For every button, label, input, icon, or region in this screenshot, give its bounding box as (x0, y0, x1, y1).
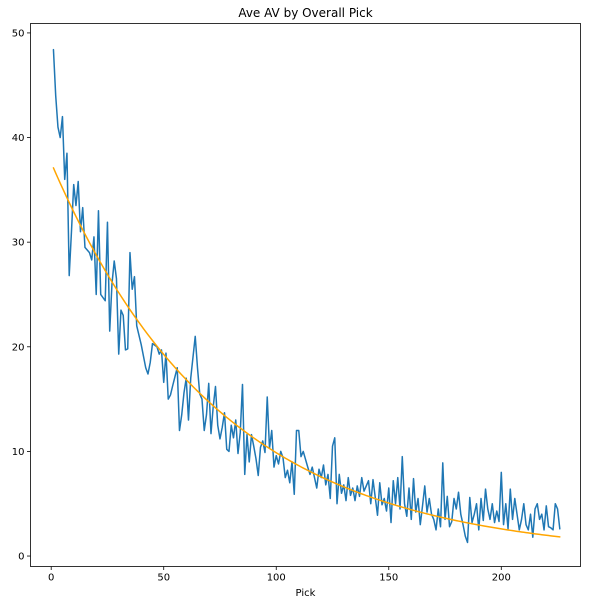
y-tick-label: 40 (12, 133, 25, 144)
x-tick-label: 100 (267, 573, 286, 584)
y-tick-label: 30 (12, 238, 25, 249)
chart-title: Ave AV by Overall Pick (238, 6, 372, 20)
series-line-fit-curve (52, 167, 561, 538)
series-group (52, 48, 561, 544)
y-tick-label: 0 (18, 552, 24, 563)
plot-area: 0 50 100 150 200 0 10 20 30 40 50 (12, 23, 581, 584)
y-tick-label: 10 (12, 447, 25, 458)
x-tick-label: 200 (492, 573, 511, 584)
axes-frame (30, 23, 581, 567)
x-tick-label: 50 (157, 573, 170, 584)
x-axis-label: Pick (296, 588, 316, 599)
series-line-ave-av (52, 48, 561, 544)
x-tick-label: 0 (48, 573, 54, 584)
y-tick-label: 50 (12, 28, 25, 39)
y-tick-label: 20 (12, 342, 25, 353)
x-tick-label: 150 (379, 573, 398, 584)
